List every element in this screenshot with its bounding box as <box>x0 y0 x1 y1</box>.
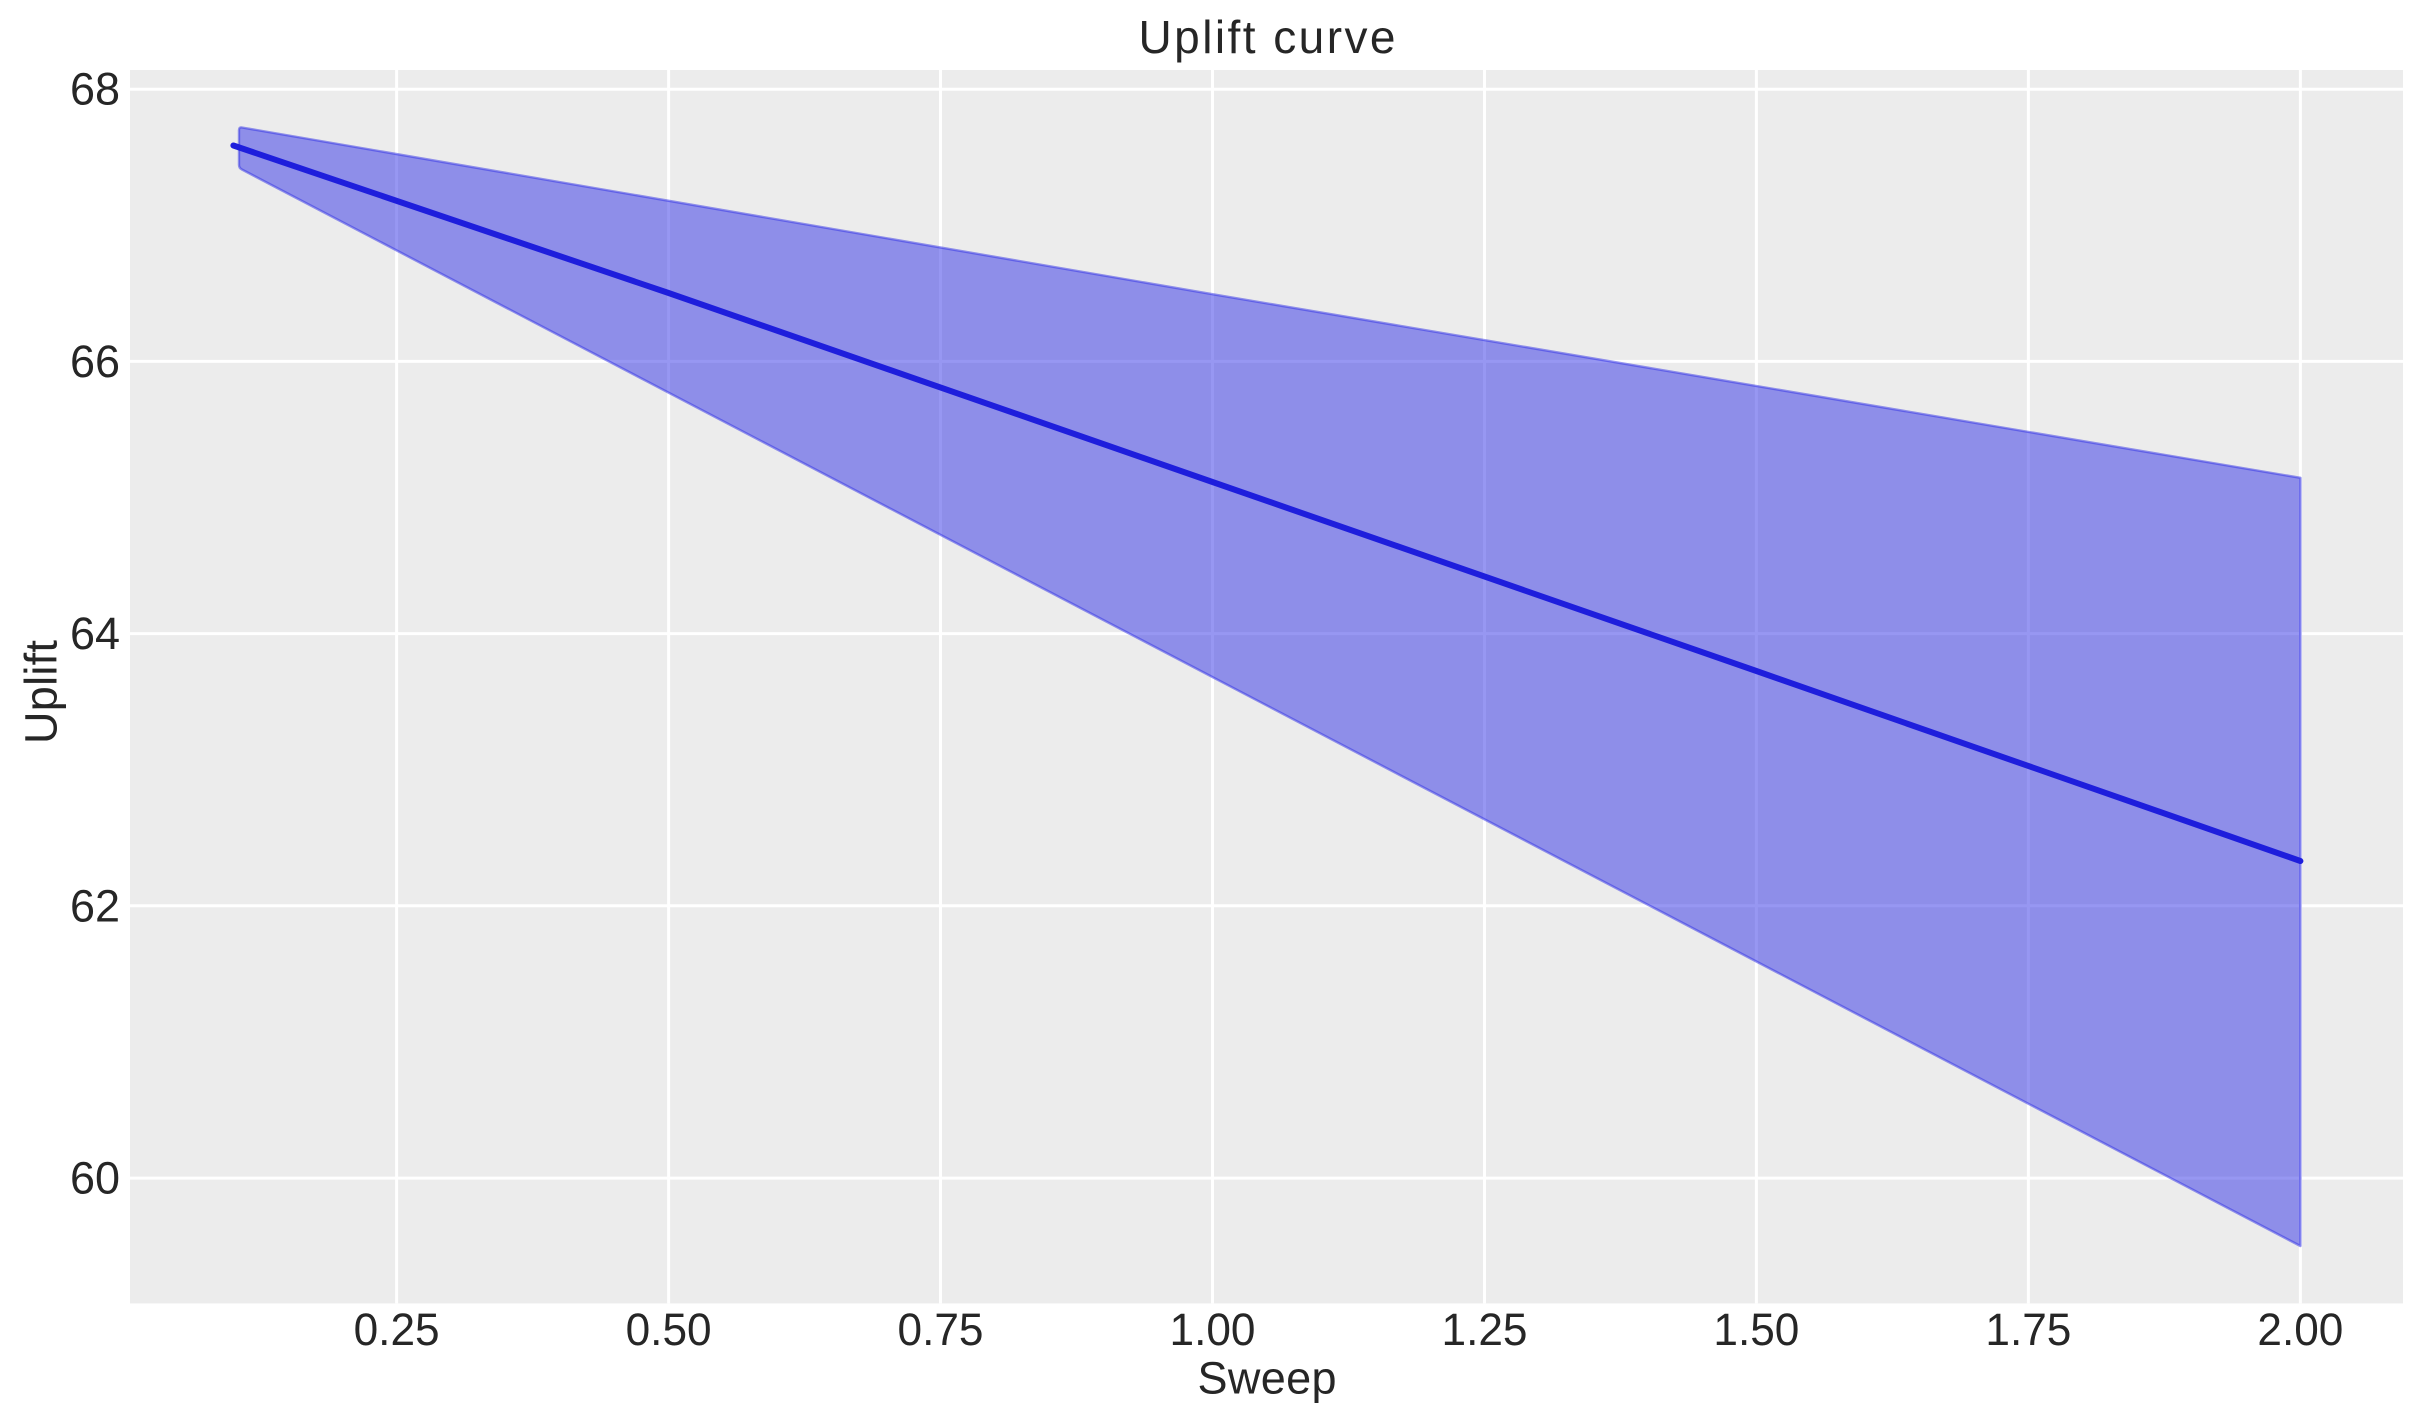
svg-text:64: 64 <box>70 608 120 659</box>
svg-text:Uplift curve: Uplift curve <box>1139 11 1396 63</box>
svg-text:1.25: 1.25 <box>1442 1304 1528 1355</box>
svg-text:0.75: 0.75 <box>898 1304 984 1355</box>
svg-text:62: 62 <box>70 880 120 931</box>
svg-text:1.00: 1.00 <box>1170 1304 1256 1355</box>
svg-text:68: 68 <box>70 64 120 115</box>
svg-text:1.50: 1.50 <box>1713 1304 1799 1355</box>
svg-text:Uplift: Uplift <box>16 640 67 744</box>
svg-text:0.50: 0.50 <box>626 1304 712 1355</box>
svg-text:Sweep: Sweep <box>1198 1353 1337 1404</box>
svg-text:2.00: 2.00 <box>2257 1304 2343 1355</box>
svg-text:1.75: 1.75 <box>1985 1304 2071 1355</box>
svg-text:60: 60 <box>70 1153 120 1204</box>
svg-text:66: 66 <box>70 336 120 387</box>
svg-text:0.25: 0.25 <box>354 1304 440 1355</box>
